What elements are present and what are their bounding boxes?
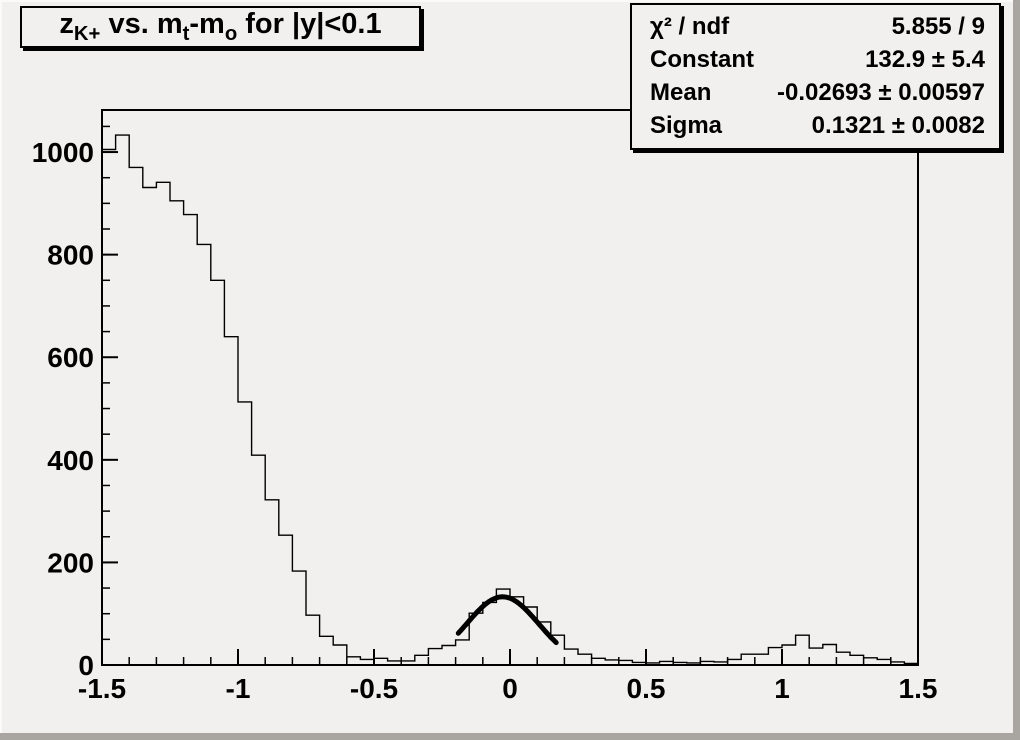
stat-label-sigma: Sigma xyxy=(650,111,723,139)
title-text-segment: z xyxy=(59,8,74,41)
stat-label-constant: Constant xyxy=(650,46,754,74)
title-subscript: t xyxy=(182,22,190,45)
canvas-bevel-bottom xyxy=(0,733,1020,740)
x-tick-label: -1 xyxy=(226,673,251,704)
y-tick-label: 800 xyxy=(47,240,94,271)
fit-curve xyxy=(455,594,559,646)
stat-value-mean: -0.02693 ± 0.00597 xyxy=(776,78,985,106)
x-tick-label: -0.5 xyxy=(350,673,398,704)
y-tick-label: 0 xyxy=(78,650,94,681)
stats-row-sigma: Sigma 0.1321 ± 0.0082 xyxy=(650,111,985,139)
stats-row-constant: Constant 132.9 ± 5.4 xyxy=(650,48,985,72)
canvas-bevel-right xyxy=(1013,0,1020,740)
title-subscript: K+ xyxy=(73,22,101,45)
title-text-segment: vs. m xyxy=(100,8,183,41)
y-tick-label: 600 xyxy=(47,342,94,373)
stat-label-mean: Mean xyxy=(650,78,712,106)
x-tick-label: 0 xyxy=(502,673,518,704)
stats-row-mean: Mean -0.02693 ± 0.00597 xyxy=(650,78,985,106)
stat-value-sigma: 0.1321 ± 0.0082 xyxy=(811,111,985,139)
title-text-segment: for |y|<0.1 xyxy=(237,8,382,41)
title-text-segment: -m xyxy=(189,8,225,41)
x-tick-label: -1.5 xyxy=(78,673,126,704)
stat-value-constant: 132.9 ± 5.4 xyxy=(865,46,985,74)
x-tick-label: 1.5 xyxy=(899,673,938,704)
canvas-highlight-top xyxy=(0,0,1020,2)
histogram-line xyxy=(101,134,919,665)
y-tick-label: 400 xyxy=(47,445,94,476)
canvas-highlight-left xyxy=(0,0,2,740)
x-tick-label: 0.5 xyxy=(627,673,666,704)
y-tick-label: 200 xyxy=(47,547,94,578)
title-subscript: o xyxy=(224,22,238,45)
plot-title: zK+ vs. mt-mo for |y|<0.1 xyxy=(59,8,381,46)
stat-label-chi2: χ² / ndf xyxy=(650,13,730,41)
y-tick-label: 1000 xyxy=(32,137,94,168)
stats-row-chi2: χ² / ndf 5.855 / 9 xyxy=(650,15,985,39)
stat-value-chi2: 5.855 / 9 xyxy=(891,13,985,41)
stats-box: χ² / ndf 5.855 / 9 Constant 132.9 ± 5.4 … xyxy=(630,3,1001,150)
plot-frame xyxy=(101,109,919,666)
title-pave: zK+ vs. mt-mo for |y|<0.1 xyxy=(20,6,421,48)
x-tick-label: 1 xyxy=(774,673,790,704)
